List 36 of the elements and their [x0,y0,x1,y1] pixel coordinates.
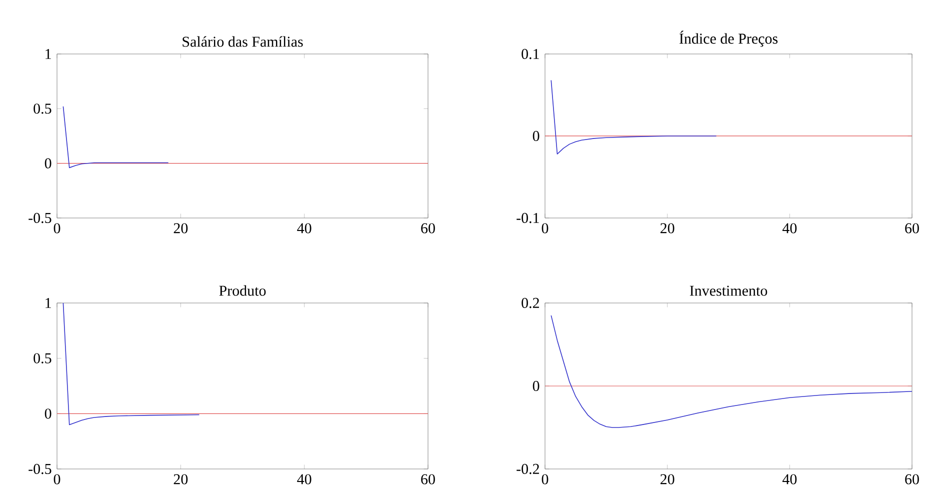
y-tick-label: 0 [532,380,540,392]
y-tick-label: 0.5 [34,353,52,364]
x-tick-label: 40 [297,474,312,484]
x-tick-label: 0 [542,223,548,234]
x-tick-label: 40 [297,223,312,234]
chart-title: Salário das Famílias [182,36,303,47]
x-tick-label: 0 [542,474,548,484]
x-tick-label: 20 [660,474,674,484]
y-tick-label: 0 [44,158,52,168]
x-tick-label: 40 [782,223,797,234]
y-tick-label: -0.5 [28,212,52,224]
y-tick-label: 0.5 [34,104,52,114]
y-tick-label: 1 [46,298,51,308]
y-tick-label: 0.2 [522,298,539,308]
y-tick-label: 1 [46,49,51,59]
x-tick-label: 60 [421,474,435,484]
y-tick-label: -0.5 [28,464,52,474]
y-tick-label: 0.1 [522,48,539,60]
x-tick-label: 0 [54,474,60,484]
x-tick-label: 0 [54,223,60,234]
x-tick-label: 60 [905,223,919,234]
y-tick-label: 0 [44,408,52,419]
x-tick-label: 20 [174,223,188,234]
x-tick-label: 20 [174,474,188,484]
chart-title: Produto [219,285,266,296]
x-tick-label: 60 [905,474,919,484]
y-tick-label: 0 [532,130,540,142]
y-tick-label: -0.1 [516,212,539,224]
x-tick-label: 20 [660,223,674,234]
y-tick-label: -0.2 [516,464,539,474]
line-series [550,80,717,154]
x-tick-label: 40 [782,474,797,484]
line-series [62,302,200,426]
chart-title: Investimento [690,286,768,296]
x-tick-label: 60 [421,223,435,234]
chart-title: Índice de Preços [679,30,778,47]
